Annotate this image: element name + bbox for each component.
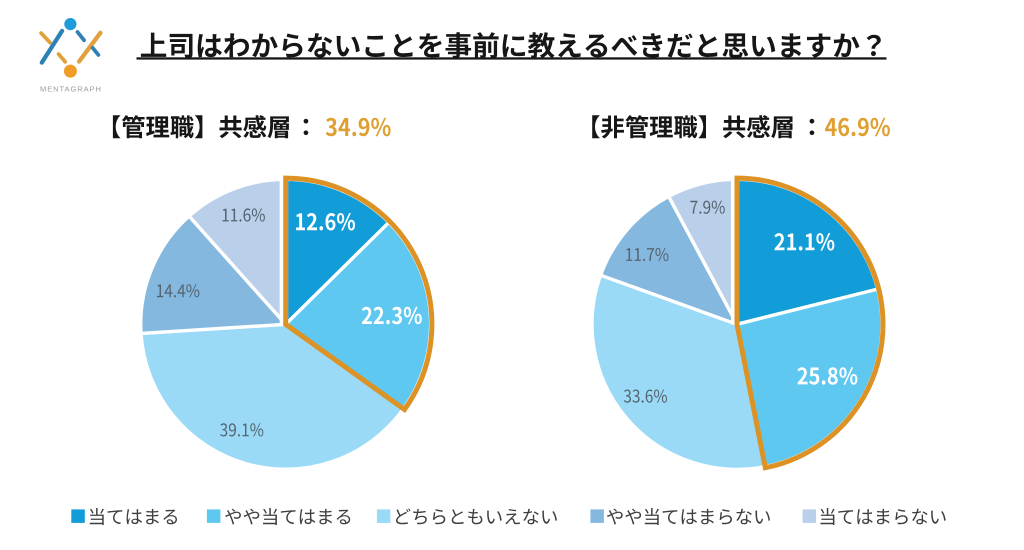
svg-text:MENTAGRAPH: MENTAGRAPH (40, 85, 102, 94)
